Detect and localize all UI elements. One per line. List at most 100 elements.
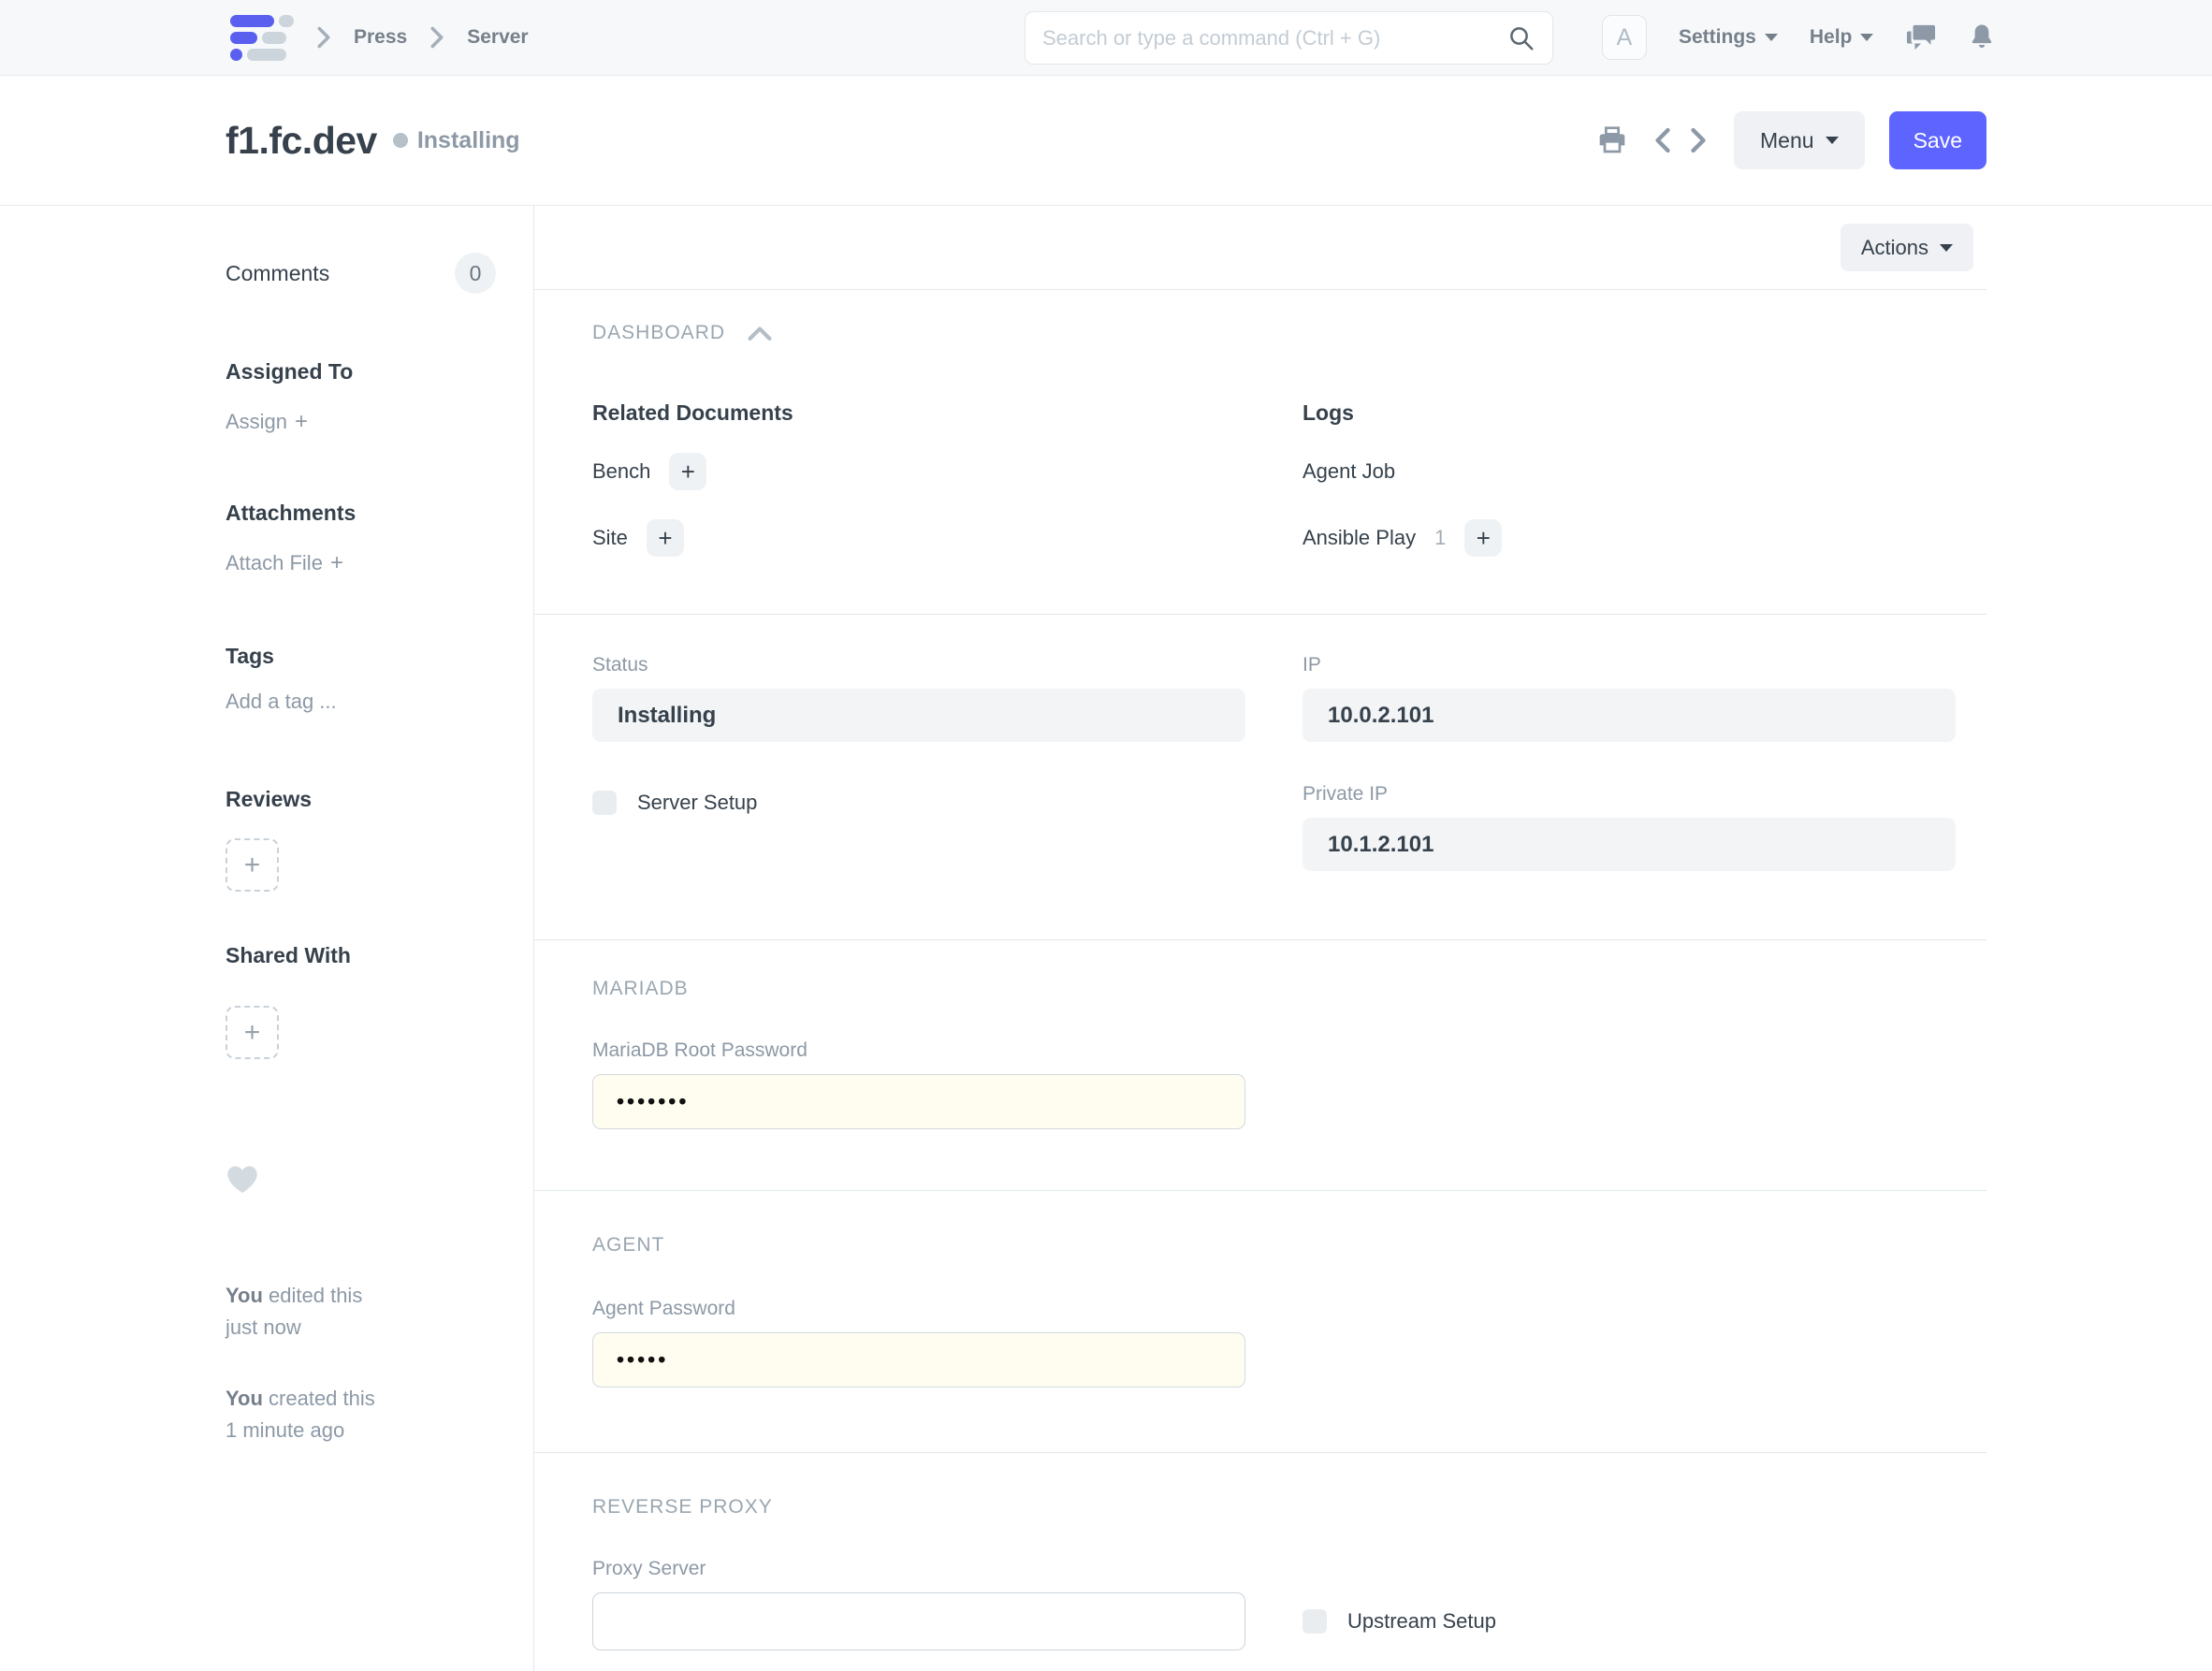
created-who: You [226, 1387, 263, 1411]
section-status: Status Installing Server Setup IP 10.0.2… [534, 615, 1986, 940]
mariadb-section-label: MARIADB [592, 978, 689, 999]
link-agent-job[interactable]: Agent Job [1302, 459, 1396, 483]
edited-who: You [226, 1284, 263, 1307]
notifications-bell-icon[interactable] [1969, 22, 1995, 52]
link-site[interactable]: Site [592, 526, 628, 549]
server-setup-label: Server Setup [637, 791, 758, 814]
help-label: Help [1809, 26, 1853, 48]
status-dot-icon [392, 133, 408, 148]
prev-doc-chevron-left-icon[interactable] [1652, 126, 1674, 154]
plus-icon: + [295, 409, 309, 434]
search-icon[interactable] [1507, 24, 1535, 52]
tags-heading: Tags [226, 644, 274, 668]
actions-button[interactable]: Actions [1840, 224, 1973, 271]
settings-menu[interactable]: Settings [1679, 26, 1778, 49]
link-ansible-play[interactable]: Ansible Play [1302, 526, 1417, 549]
section-reverse-proxy: REVERSE PROXY Proxy Server Upstream Setu… [534, 1453, 1986, 1671]
breadcrumb-server[interactable]: Server [467, 26, 529, 48]
menu-label: Menu [1760, 127, 1814, 153]
chevron-down-icon [1764, 34, 1778, 41]
created-when: 1 minute ago [226, 1418, 345, 1443]
ip-field-label: IP [1302, 654, 1321, 676]
proxy-server-input[interactable] [592, 1592, 1245, 1650]
save-button[interactable]: Save [1888, 111, 1986, 169]
logs-heading: Logs [1302, 400, 1354, 425]
section-dashboard: DASHBOARD Related Documents Bench + Site… [534, 290, 1986, 615]
edited-info: You edited this just now [226, 1280, 496, 1344]
assigned-to-heading: Assigned To [226, 359, 354, 384]
chevron-down-icon [1860, 34, 1874, 41]
chevron-down-icon [1940, 243, 1953, 252]
plus-icon: + [680, 457, 695, 486]
add-share-button[interactable]: + [226, 1006, 279, 1059]
add-tag-input[interactable]: Add a tag ... [226, 690, 337, 713]
link-bench[interactable]: Bench [592, 459, 651, 483]
actions-label: Actions [1860, 235, 1928, 259]
add-site-button[interactable]: + [646, 519, 684, 557]
status-field-label: Status [592, 654, 648, 676]
attach-file-button[interactable]: Attach File + [226, 550, 496, 576]
plus-icon: + [1476, 523, 1491, 552]
add-ansible-play-button[interactable]: + [1464, 519, 1503, 557]
chat-icon[interactable] [1905, 22, 1937, 52]
user-avatar[interactable]: A [1602, 15, 1647, 60]
shared-with-heading: Shared With [226, 943, 351, 967]
attachments-heading: Attachments [226, 501, 357, 525]
chevron-up-icon [748, 325, 772, 341]
mariadb-root-password-label: MariaDB Root Password [592, 1039, 808, 1061]
attach-file-label: Attach File [226, 551, 323, 574]
sidebar-item-comments[interactable]: Comments 0 [226, 253, 496, 294]
upstream-setup-checkbox[interactable] [1302, 1609, 1327, 1634]
form-sidebar: Comments 0 Assigned To Assign + Attachmen… [226, 206, 534, 1671]
ip-field-value: 10.0.2.101 [1302, 689, 1956, 742]
plus-icon: + [329, 550, 343, 575]
form-toolbar: Actions [534, 206, 1986, 290]
status-text: Installing [416, 126, 520, 153]
status-indicator: Installing [392, 126, 520, 154]
next-doc-chevron-right-icon[interactable] [1687, 126, 1710, 154]
created-action: created this [262, 1387, 375, 1411]
agent-section-label: AGENT [592, 1234, 665, 1256]
breadcrumb-chevron-icon [314, 25, 333, 50]
like-heart-icon[interactable] [226, 1164, 496, 1194]
settings-label: Settings [1679, 26, 1756, 48]
plus-icon: + [243, 1016, 261, 1048]
related-documents-heading: Related Documents [592, 400, 793, 425]
global-search[interactable] [1025, 11, 1553, 65]
status-field-value: Installing [592, 689, 1245, 742]
form-body: Actions DASHBOARD Related Documents Benc… [534, 206, 1986, 1671]
breadcrumb-press[interactable]: Press [354, 26, 408, 48]
edited-when: just now [226, 1315, 301, 1340]
section-mariadb: MARIADB MariaDB Root Password ••••••• [534, 940, 1986, 1191]
mariadb-root-password-input[interactable]: ••••••• [592, 1074, 1245, 1129]
dashboard-section-label: DASHBOARD [592, 322, 726, 343]
server-setup-checkbox[interactable] [592, 791, 617, 815]
page-title: f1.fc.dev [226, 118, 377, 162]
reviews-heading: Reviews [226, 787, 313, 811]
help-menu[interactable]: Help [1810, 26, 1874, 49]
plus-icon: + [243, 849, 261, 880]
navbar: Press Server A Settings Help [0, 0, 2212, 76]
reverse-proxy-section-label: REVERSE PROXY [592, 1496, 773, 1518]
ansible-play-count: 1 [1434, 526, 1447, 549]
main-layout: Comments 0 Assigned To Assign + Attachmen… [226, 206, 1986, 1671]
frappe-logo-icon[interactable] [230, 14, 294, 61]
menu-button[interactable]: Menu [1734, 111, 1865, 169]
dashboard-section-toggle[interactable]: DASHBOARD [592, 322, 1956, 344]
add-review-button[interactable]: + [226, 838, 279, 892]
private-ip-field-label: Private IP [1302, 783, 1389, 805]
edited-action: edited this [262, 1284, 363, 1307]
upstream-setup-label: Upstream Setup [1347, 1609, 1496, 1633]
breadcrumb-chevron-icon [428, 25, 446, 50]
agent-password-label: Agent Password [592, 1298, 735, 1319]
private-ip-field-value: 10.1.2.101 [1302, 818, 1956, 871]
add-bench-button[interactable]: + [669, 453, 707, 490]
agent-password-input[interactable]: ••••• [592, 1332, 1245, 1388]
comments-count-badge: 0 [455, 253, 496, 294]
print-icon[interactable] [1597, 126, 1627, 154]
search-input[interactable] [1042, 25, 1507, 51]
assign-label: Assign [226, 410, 288, 433]
assign-button[interactable]: Assign + [226, 409, 496, 435]
plus-icon: + [658, 523, 673, 552]
comments-label: Comments [226, 260, 330, 285]
